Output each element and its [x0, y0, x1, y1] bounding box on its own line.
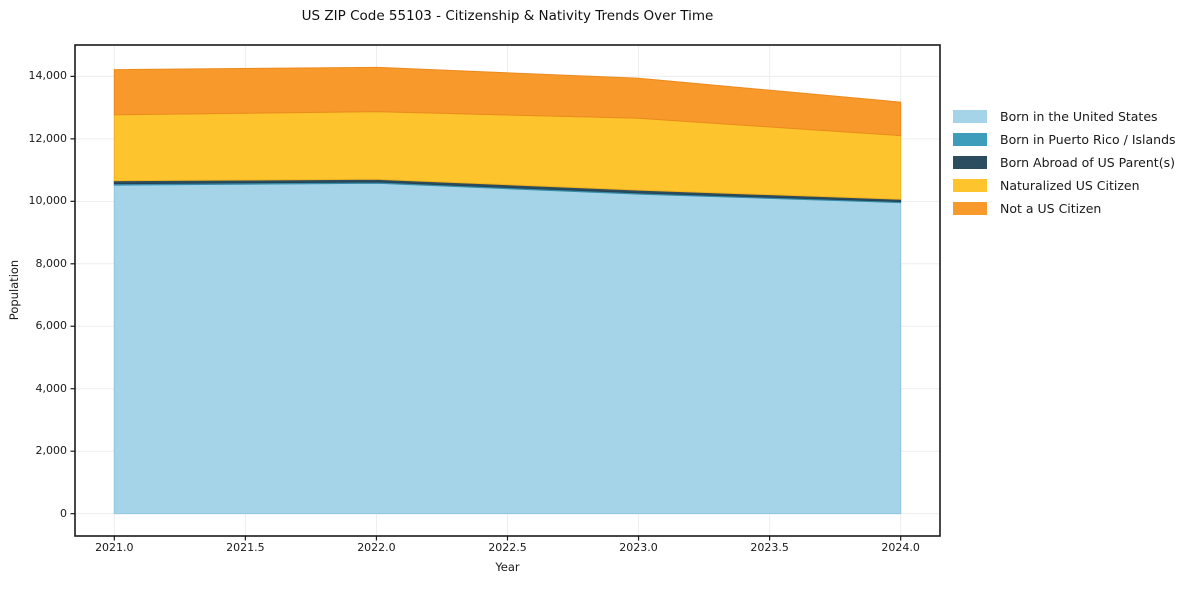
x-tick-label: 2022.0: [357, 541, 396, 554]
legend: Born in the United States Born in Puerto …: [953, 109, 1176, 225]
x-tick-label: 2023.5: [750, 541, 789, 554]
area-series-0: [113, 182, 902, 515]
legend-label: Not a US Citizen: [1000, 201, 1102, 216]
legend-item: Born Abroad of US Parent(s): [953, 155, 1176, 170]
legend-item: Born in the United States: [953, 109, 1176, 124]
legend-label: Born Abroad of US Parent(s): [1000, 155, 1175, 170]
y-tick-label: 6,000: [35, 319, 68, 333]
legend-label: Born in Puerto Rico / Islands: [1000, 132, 1176, 147]
y-tick-label: 4,000: [35, 381, 68, 395]
legend-item: Naturalized US Citizen: [953, 178, 1176, 193]
x-tick-label: 2024.0: [881, 541, 920, 554]
y-tick-label: 0: [60, 506, 67, 520]
legend-swatch: [953, 179, 987, 192]
legend-item: Not a US Citizen: [953, 201, 1176, 216]
y-tick-label: 14,000: [28, 69, 68, 83]
y-tick-label: 8,000: [35, 256, 68, 270]
legend-swatch: [953, 202, 987, 215]
legend-label: Naturalized US Citizen: [1000, 178, 1140, 193]
legend-swatch: [953, 156, 987, 169]
x-tick-label: 2021.0: [95, 541, 134, 554]
x-tick-label: 2023.0: [619, 541, 658, 554]
chart-title: US ZIP Code 55103 - Citizenship & Nativi…: [301, 8, 714, 24]
x-tick-label: 2021.5: [226, 541, 265, 554]
y-tick-label: 12,000: [28, 131, 68, 145]
legend-item: Born in Puerto Rico / Islands: [953, 132, 1176, 147]
y-tick-label: 10,000: [28, 194, 68, 208]
legend-label: Born in the United States: [1000, 109, 1158, 124]
legend-swatch: [953, 133, 987, 146]
y-tick-label: 2,000: [35, 444, 68, 458]
area-series-4: [113, 66, 902, 137]
x-axis-label: Year: [495, 560, 520, 574]
x-tick-label: 2022.5: [488, 541, 527, 554]
legend-swatch: [953, 110, 987, 123]
